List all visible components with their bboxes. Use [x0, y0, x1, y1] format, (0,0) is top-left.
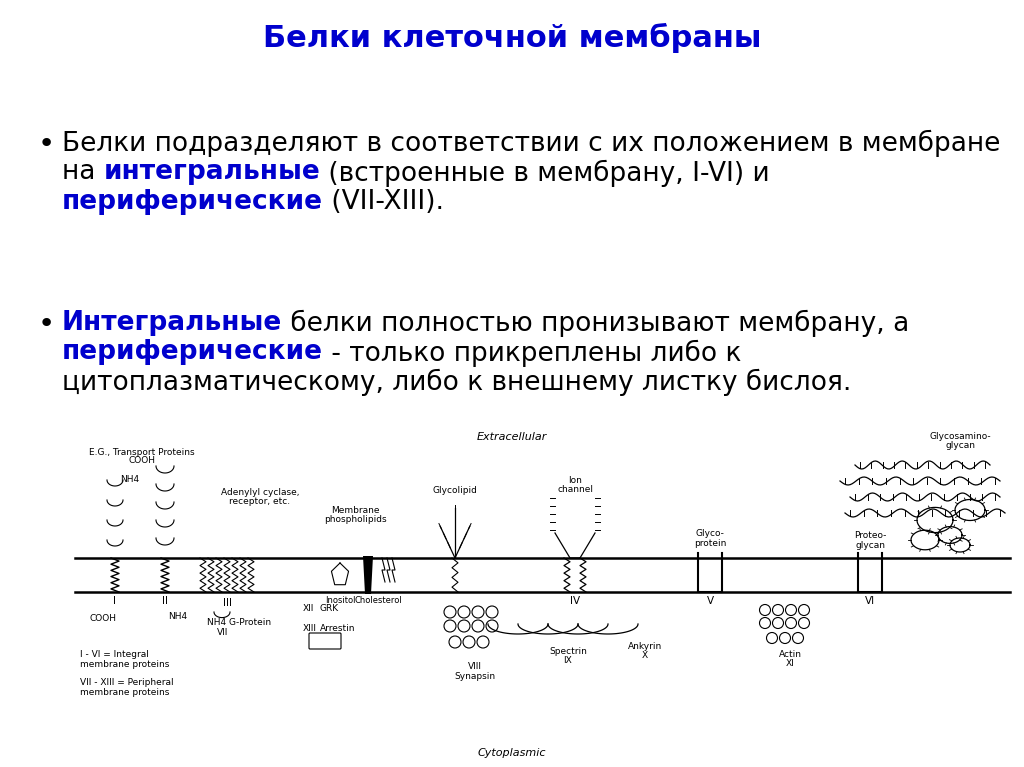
Text: COOH: COOH — [128, 456, 156, 465]
Text: channel: channel — [557, 485, 593, 494]
Text: Glyco-
protein: Glyco- protein — [694, 528, 726, 548]
Text: (встроенные в мембрану, I-VI) и: (встроенные в мембрану, I-VI) и — [321, 160, 770, 186]
Text: белки полностью пронизывают мембрану, а: белки полностью пронизывают мембрану, а — [283, 310, 909, 337]
Text: Cholesterol: Cholesterol — [354, 596, 401, 605]
Text: Actin: Actin — [778, 650, 802, 659]
Text: NH4: NH4 — [120, 475, 139, 484]
Text: COOH: COOH — [89, 614, 117, 623]
Text: Белки подразделяют в соответствии с их положением в мембране: Белки подразделяют в соответствии с их п… — [62, 130, 1000, 157]
Text: IV: IV — [570, 596, 580, 606]
Text: •: • — [38, 310, 55, 338]
Text: VII - XIII = Peripheral: VII - XIII = Peripheral — [80, 678, 174, 687]
Text: E.G., Transport Proteins: E.G., Transport Proteins — [89, 448, 195, 457]
Text: VII: VII — [217, 628, 228, 637]
Text: Ion: Ion — [568, 476, 582, 485]
Text: receptor, etc.: receptor, etc. — [229, 497, 291, 506]
Text: Cytoplasmic: Cytoplasmic — [478, 748, 546, 758]
Text: III: III — [222, 598, 231, 608]
Text: периферические: периферические — [62, 340, 323, 365]
Text: I: I — [114, 596, 117, 606]
Text: GRK: GRK — [319, 604, 339, 613]
Text: Ankyrin: Ankyrin — [628, 642, 663, 651]
Text: XIII: XIII — [303, 624, 317, 633]
Text: Spectrin: Spectrin — [549, 647, 587, 656]
Text: - только прикреплены либо к: - только прикреплены либо к — [323, 340, 741, 367]
Text: Glycosamino-: Glycosamino- — [929, 432, 991, 441]
Text: VIII: VIII — [468, 662, 482, 671]
Text: Extracellular: Extracellular — [477, 432, 547, 442]
Text: Membrane: Membrane — [331, 506, 379, 515]
Text: IX: IX — [563, 656, 572, 665]
Text: XI: XI — [785, 659, 795, 668]
Text: Proteo-
glycan: Proteo- glycan — [854, 531, 886, 550]
Text: цитоплазматическому, либо к внешнему листку бислоя.: цитоплазматическому, либо к внешнему лис… — [62, 369, 851, 396]
Text: Adenylyl cyclase,: Adenylyl cyclase, — [221, 488, 299, 497]
Text: membrane proteins: membrane proteins — [80, 688, 169, 697]
Text: membrane proteins: membrane proteins — [80, 660, 169, 669]
Text: II: II — [162, 596, 168, 606]
Text: периферические: периферические — [62, 189, 323, 215]
Text: I - VI = Integral: I - VI = Integral — [80, 650, 148, 659]
Text: •: • — [38, 130, 55, 158]
Text: NH4 G-Protein: NH4 G-Protein — [207, 618, 271, 627]
Text: Synapsin: Synapsin — [455, 672, 496, 681]
Text: glycan: glycan — [945, 441, 975, 450]
Text: VI: VI — [865, 596, 876, 606]
Text: Белки клеточной мембраны: Белки клеточной мембраны — [263, 23, 761, 53]
Text: Arrestin: Arrestin — [319, 624, 355, 633]
Text: V: V — [707, 596, 714, 606]
Polygon shape — [362, 556, 373, 594]
Text: Glycolipid: Glycolipid — [432, 486, 477, 495]
Text: NH4: NH4 — [168, 612, 187, 621]
Text: Интегральные: Интегральные — [62, 310, 283, 336]
Text: phospholipids: phospholipids — [324, 515, 386, 524]
Text: интегральные: интегральные — [103, 160, 321, 186]
Text: X: X — [642, 651, 648, 660]
Text: (VII-XIII).: (VII-XIII). — [323, 189, 444, 215]
FancyBboxPatch shape — [309, 633, 341, 649]
Text: Inositol: Inositol — [325, 596, 355, 605]
Text: на: на — [62, 160, 103, 186]
Text: XII: XII — [303, 604, 314, 613]
